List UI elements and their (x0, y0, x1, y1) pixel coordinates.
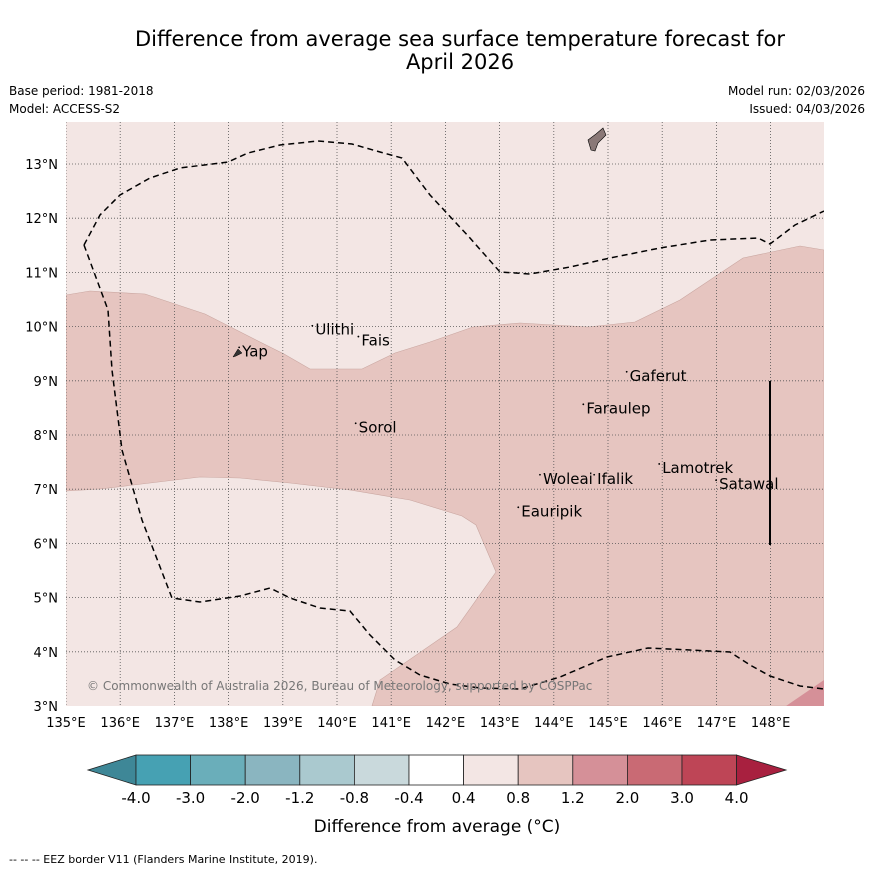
place-marker (658, 463, 661, 465)
lat-tick-label: 6°N (34, 537, 59, 552)
lon-tick-label: 147°E (697, 716, 737, 731)
place-marker (582, 403, 585, 406)
lon-tick-label: 135°E (46, 716, 86, 731)
colorbar-segment (463, 754, 519, 786)
model-run: Model run: 02/03/2026 (727, 84, 865, 98)
colorbar-tick-label: 4.0 (725, 789, 749, 807)
lon-tick-label: 138°E (209, 716, 249, 731)
colorbar-extend-high (736, 754, 788, 786)
colorbar-segment (190, 754, 246, 786)
issued-date: Issued: 04/03/2026 (749, 102, 865, 116)
colorbar (86, 754, 788, 786)
place-marker (311, 324, 314, 327)
colorbar-tick-label: -1.2 (285, 789, 314, 807)
lat-tick-label: 13°N (25, 158, 58, 173)
colorbar-tick-label: -0.8 (340, 789, 369, 807)
colorbar-tick-label: 0.8 (506, 789, 530, 807)
place-label-eauripik: Eauripik (521, 502, 582, 520)
lon-tick-label: 145°E (588, 716, 628, 731)
place-label-ulithi: Ulithi (315, 321, 354, 339)
lon-tick-label: 141°E (371, 716, 411, 731)
lat-tick-label: 3°N (34, 700, 59, 715)
place-marker (625, 370, 628, 373)
title-line-1: Difference from average sea surface temp… (135, 27, 785, 51)
colorbar-segment (681, 754, 737, 786)
eez-border (83, 140, 824, 690)
colorbar-tick-label: 2.0 (615, 789, 639, 807)
colorbar-segment (244, 754, 301, 786)
colorbar-title: Difference from average (°C) (314, 817, 561, 837)
place-labels: Ulithi Fais Yap Gaferut Faraulep Sorol Woleai I… (238, 321, 779, 520)
place-marker (539, 473, 541, 476)
place-label-sorol: Sorol (359, 418, 397, 436)
colorbar-segment (627, 754, 683, 786)
model-name: Model: ACCESS-S2 (9, 102, 121, 116)
place-marker (715, 479, 718, 482)
colorbar-tick-label: -3.0 (176, 789, 205, 807)
guam-island (587, 127, 607, 152)
lat-tick-label: 9°N (34, 375, 59, 390)
colorbar-tick-labels: -4.0 -3.0 -2.0 -1.2 -0.8 -0.4 0.4 0.8 1.2 2.0 3.0 4… (121, 789, 748, 807)
place-label-ifalik: Ifalik (597, 470, 633, 488)
lon-tick-label: 139°E (263, 716, 303, 731)
chart-title: Difference from average sea surface temp… (0, 28, 873, 74)
place-marker (517, 506, 520, 509)
lon-tick-label: 136°E (100, 716, 140, 731)
colorbar-segment (353, 754, 410, 786)
lat-tick-label: 4°N (34, 646, 59, 661)
lat-tick-label: 8°N (34, 429, 59, 444)
colorbar-extend-low (86, 754, 137, 786)
lat-tick-label: 7°N (34, 483, 59, 498)
place-label-fais: Fais (361, 332, 390, 350)
lat-tick-labels: 3°N 4°N 5°N 6°N 7°N 8°N 9°N 10°N 11°N 12°N 13°N (25, 158, 58, 715)
place-label-satawal: Satawal (719, 475, 778, 493)
lon-tick-label: 144°E (534, 716, 574, 731)
place-label-faraulep: Faraulep (586, 399, 650, 417)
colorbar-segment (408, 754, 464, 786)
colorbar-tick-label: -4.0 (121, 789, 150, 807)
colorbar-tick-label: 1.2 (561, 789, 585, 807)
colorbar-segment (572, 754, 628, 786)
lon-tick-label: 137°E (155, 716, 195, 731)
colorbar-tick-label: 0.4 (452, 789, 476, 807)
lon-tick-label: 140°E (317, 716, 357, 731)
colorbar-segment (135, 754, 191, 786)
lon-tick-label: 148°E (751, 716, 791, 731)
colorbar-tick-label: 3.0 (670, 789, 694, 807)
map-plot-area: Ulithi Fais Yap Gaferut Faraulep Sorol Woleai I… (66, 122, 824, 706)
lon-tick-label: 146°E (642, 716, 682, 731)
anomaly-region-1.2-2.0 (786, 680, 824, 706)
base-period: Base period: 1981-2018 (9, 84, 154, 98)
copyright-text: © Commonwealth of Australia 2026, Bureau… (87, 679, 592, 693)
meta-left: Base period: 1981-2018 Model: ACCESS-S2 (9, 82, 154, 118)
place-label-yap: Yap (241, 342, 268, 360)
colorbar-segment (299, 754, 355, 786)
place-marker (357, 335, 360, 338)
lat-tick-label: 12°N (25, 212, 58, 227)
place-label-lamotrek: Lamotrek (662, 459, 733, 477)
eez-legend: -- -- -- EEZ border V11 (Flanders Marine… (9, 853, 318, 866)
grid-lines (66, 122, 824, 706)
lon-tick-labels: 135°E 136°E 137°E 138°E 139°E 140°E 141°E 142°E… (46, 716, 790, 731)
place-marker (593, 473, 596, 476)
place-marker (238, 346, 241, 349)
lon-tick-label: 142°E (426, 716, 466, 731)
yap-island (232, 348, 243, 358)
place-label-gaferut: Gaferut (630, 367, 687, 385)
colorbar-tick-label: -2.0 (231, 789, 260, 807)
title-line-2: April 2026 (405, 50, 515, 74)
lon-tick-label: 143°E (480, 716, 520, 731)
colorbar-segment (517, 754, 574, 786)
lat-tick-label: 5°N (34, 592, 59, 607)
lat-tick-label: 10°N (25, 321, 58, 336)
meta-right: Model run: 02/03/2026 Issued: 04/03/2026 (728, 82, 865, 118)
place-label-woleai: Woleai (543, 470, 593, 488)
place-marker (354, 422, 357, 425)
colorbar-tick-label: -0.4 (394, 789, 423, 807)
lat-tick-label: 11°N (25, 266, 58, 281)
